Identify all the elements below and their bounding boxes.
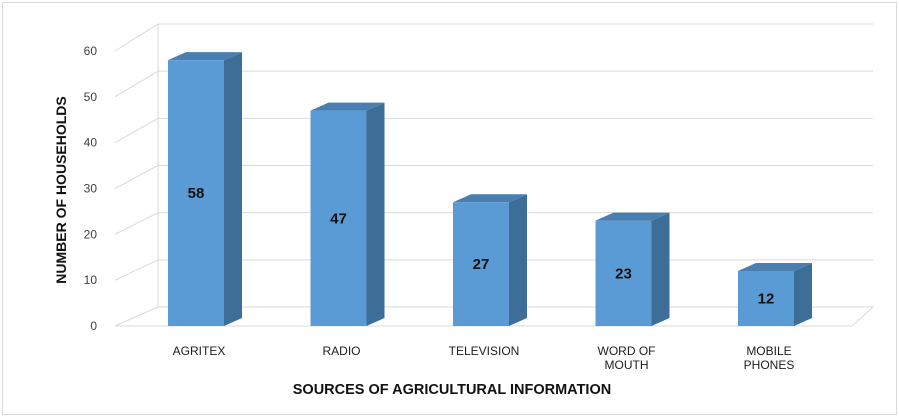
bars: 58 47 27 23 12 [168, 52, 812, 327]
bar-top [738, 263, 812, 271]
x-category-label: WORD OF MOUTH [598, 344, 656, 372]
bar-top [453, 194, 527, 203]
y-axis-title: NUMBER OF HOUSEHOLDS [53, 96, 69, 283]
bar-front [453, 202, 509, 326]
bar: 12 [738, 263, 812, 326]
bar-side [651, 212, 670, 326]
gridline-side [114, 70, 159, 98]
y-tick-label: 0 [90, 319, 97, 333]
bar-side [509, 194, 527, 326]
y-tick-label: 40 [84, 136, 98, 150]
y-tick-label: 60 [84, 44, 98, 58]
x-category-label: RADIO [322, 344, 360, 358]
bar-front [168, 60, 224, 327]
bar-top [595, 212, 670, 221]
bar-front [738, 271, 794, 326]
bar-front [595, 220, 652, 326]
gridline-side [114, 306, 159, 327]
x-category-label: MOBILE PHONES [744, 344, 795, 372]
x-axis-categories: AGRITEX RADIO TELEVISION WORD OF MOUTH MOBILE… [173, 344, 795, 372]
y-axis-ticks: 0 10 20 30 40 50 60 [84, 44, 98, 333]
bar-front [310, 110, 367, 326]
bar: 23 [595, 212, 670, 326]
bar-data-label: 47 [330, 210, 347, 227]
bar-data-label: 58 [188, 185, 205, 202]
bar-data-label: 27 [473, 256, 490, 273]
bar-side [224, 52, 242, 327]
gridline-side [114, 117, 159, 144]
bar-top [310, 102, 385, 111]
gridline-side [114, 23, 159, 52]
x-axis-title: SOURCES OF AGRICULTURAL INFORMATION [293, 382, 611, 398]
floor-right-edge [851, 306, 874, 327]
y-tick-label: 50 [84, 90, 98, 104]
x-category-label: TELEVISION [449, 344, 520, 358]
y-tick-label: 20 [84, 227, 98, 241]
x-category-label: AGRITEX [173, 344, 226, 358]
bar-top [168, 52, 242, 61]
bar-side [794, 263, 812, 326]
bar-data-label: 23 [615, 265, 632, 282]
y-tick-label: 10 [84, 273, 98, 287]
bar: 27 [453, 194, 527, 326]
bar-side [366, 102, 385, 326]
bar: 47 [310, 102, 385, 326]
bar-data-label: 12 [758, 291, 775, 308]
y-tick-label: 30 [84, 182, 98, 196]
gridline-side [114, 165, 159, 189]
gridline-side [114, 212, 159, 235]
bar: 58 [168, 52, 242, 327]
gridline-side [114, 259, 159, 281]
